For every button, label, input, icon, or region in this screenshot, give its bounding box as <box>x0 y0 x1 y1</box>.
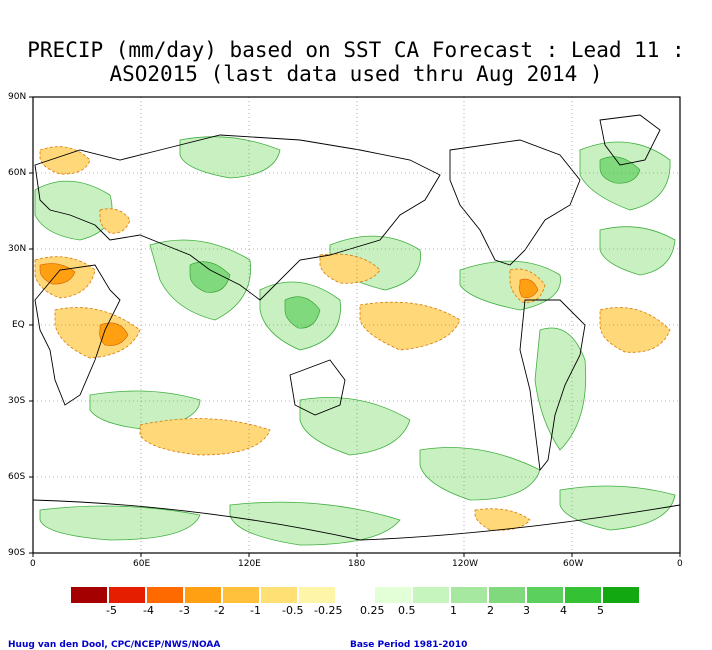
colorbar-label: 1 <box>450 604 457 617</box>
colorbar-swatch <box>185 587 221 603</box>
continent-outlines <box>33 114 680 541</box>
colorbar-label: -1 <box>250 604 261 617</box>
map-field <box>33 97 680 553</box>
colorbar <box>71 587 639 603</box>
colorbar-label: -0.25 <box>314 604 343 617</box>
lat-lon-grid <box>33 97 680 553</box>
colorbar-label: 5 <box>597 604 604 617</box>
colorbar-swatch <box>451 587 487 603</box>
footer-base-period: Base Period 1981-2010 <box>350 640 468 650</box>
colorbar-label: 0.25 <box>360 604 385 617</box>
colorbar-swatch <box>109 587 145 603</box>
colorbar-label: -0.5 <box>282 604 304 617</box>
colorbar-label: 0.5 <box>398 604 416 617</box>
lat-label-eq: EQ <box>12 320 25 330</box>
colorbar-swatch <box>261 587 297 603</box>
lon-label-180: 180 <box>348 559 366 569</box>
colorbar-swatch <box>337 587 373 603</box>
lat-label-30n: 30N <box>8 244 27 254</box>
lon-label-60e: 60E <box>133 559 151 569</box>
colorbar-swatch <box>223 587 259 603</box>
map-title-line-1: PRECIP (mm/day) based on SST CA Forecast… <box>27 38 685 62</box>
colorbar-swatch <box>565 587 601 603</box>
lon-label-0-right: 0 <box>677 559 683 569</box>
lat-label-60s: 60S <box>8 472 26 482</box>
colorbar-label: 4 <box>560 604 567 617</box>
lat-label-90n: 90N <box>8 92 27 102</box>
colorbar-label: 3 <box>523 604 530 617</box>
colorbar-swatch <box>603 587 639 603</box>
colorbar-swatch <box>147 587 183 603</box>
lon-label-120e: 120E <box>238 559 261 569</box>
colorbar-swatch <box>413 587 449 603</box>
lon-label-60w: 60W <box>563 559 584 569</box>
colorbar-label: -5 <box>106 604 117 617</box>
axis-ticks <box>29 96 681 557</box>
lat-label-90s: 90S <box>8 548 26 558</box>
colorbar-label: -4 <box>143 604 154 617</box>
lat-label-60n: 60N <box>8 168 27 178</box>
lon-label-0-left: 0 <box>30 559 36 569</box>
lon-label-120w: 120W <box>452 559 479 569</box>
colorbar-swatch <box>527 587 563 603</box>
colorbar-label: -2 <box>214 604 225 617</box>
colorbar-swatch <box>375 587 411 603</box>
colorbar-label: 2 <box>487 604 494 617</box>
map-title-line-2: ASO2015 (last data used thru Aug 2014 ) <box>109 62 603 86</box>
colorbar-swatch <box>489 587 525 603</box>
footer-credit: Huug van den Dool, CPC/NCEP/NWS/NOAA <box>8 640 221 650</box>
colorbar-swatch <box>299 587 335 603</box>
strong-negative-cores <box>39 263 539 346</box>
lat-label-30s: 30S <box>8 396 26 406</box>
colorbar-swatch <box>71 587 107 603</box>
colorbar-label: -3 <box>179 604 190 617</box>
